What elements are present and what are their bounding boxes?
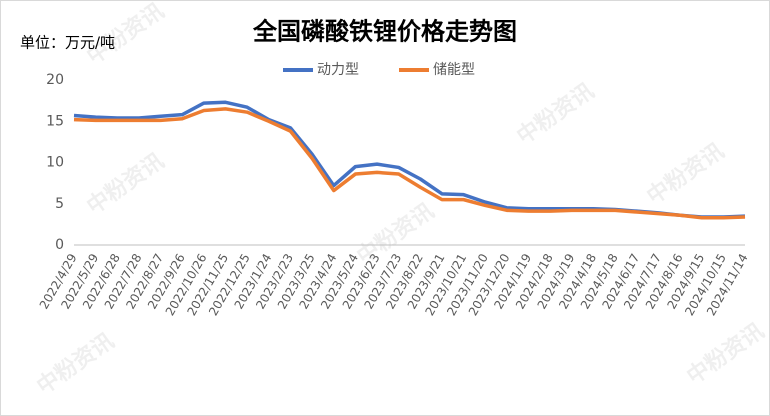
chart-title: 全国磷酸铁锂价格走势图 (252, 18, 517, 46)
y-tick-label: 15 (46, 113, 64, 129)
legend-label: 储能型 (433, 62, 475, 78)
y-tick-label: 20 (46, 72, 64, 88)
unit-label: 单位：万元/吨 (20, 34, 115, 52)
y-tick-label: 0 (55, 237, 64, 253)
y-tick-label: 10 (46, 155, 64, 171)
legend-label: 动力型 (317, 62, 359, 78)
data-line (73, 107, 746, 220)
y-tick-label: 5 (55, 196, 64, 212)
